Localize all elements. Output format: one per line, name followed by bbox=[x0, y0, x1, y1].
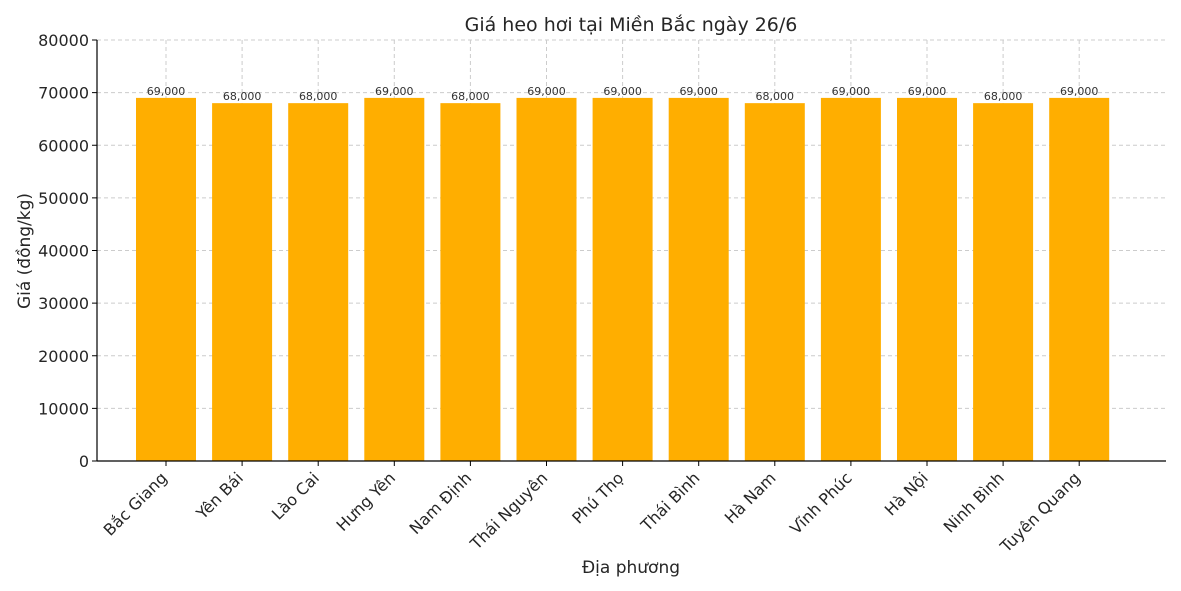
bar-value-label: 69,000 bbox=[147, 85, 186, 98]
bar-value-labels: 69,000 68,000 68,000 69,000 68,000 69,000 69,0… bbox=[147, 85, 1099, 103]
x-tick-label: Hà Nội bbox=[881, 468, 932, 519]
bar-value-label: 69,000 bbox=[603, 85, 642, 98]
x-tick-label: Bắc Giang bbox=[100, 468, 171, 539]
y-axis-title: Giá (đồng/kg) bbox=[14, 193, 35, 309]
x-tick-label: Vĩnh Phúc bbox=[786, 468, 856, 538]
x-tick-label: Tuyên Quang bbox=[996, 468, 1084, 556]
bar bbox=[897, 97, 957, 461]
bar bbox=[973, 103, 1034, 462]
bar bbox=[744, 103, 805, 462]
bar-value-label: 68,000 bbox=[299, 90, 338, 103]
bar bbox=[136, 97, 196, 461]
bar bbox=[592, 97, 653, 461]
x-tick-label: Lào Cai bbox=[268, 468, 323, 523]
x-axis-title: Địa phương bbox=[582, 558, 680, 578]
y-tick-label: 70000 bbox=[38, 84, 89, 103]
x-tick-label: Hà Nam bbox=[721, 468, 780, 527]
bar-value-label: 69,000 bbox=[375, 85, 414, 98]
bar bbox=[1049, 97, 1110, 461]
bar bbox=[668, 97, 729, 461]
bar-value-label: 68,000 bbox=[756, 90, 795, 103]
x-tick-label: Thái Bình bbox=[636, 468, 703, 535]
y-tick-label: 60000 bbox=[38, 136, 89, 155]
bar-value-label: 69,000 bbox=[679, 85, 718, 98]
bar-value-label: 69,000 bbox=[832, 85, 871, 98]
x-tick-label: Ninh Bình bbox=[940, 468, 1008, 536]
x-tick-label: Nam Định bbox=[406, 468, 476, 538]
x-tick-label: Yên Bái bbox=[192, 468, 247, 523]
bar bbox=[820, 97, 881, 461]
bar-value-label: 69,000 bbox=[527, 85, 566, 98]
y-tick-label: 50000 bbox=[38, 189, 89, 208]
y-axis-ticks: 0 10000 20000 30000 40000 50000 60000 70000 8000… bbox=[38, 31, 97, 471]
chart-title: Giá heo hơi tại Miền Bắc ngày 26/6 bbox=[465, 13, 798, 36]
y-tick-label: 0 bbox=[79, 452, 89, 471]
bar-value-label: 68,000 bbox=[451, 90, 490, 103]
y-tick-label: 20000 bbox=[38, 347, 89, 366]
bar bbox=[212, 103, 273, 462]
y-tick-label: 30000 bbox=[38, 294, 89, 313]
y-tick-label: 80000 bbox=[38, 31, 89, 50]
y-tick-label: 40000 bbox=[38, 242, 89, 261]
y-tick-label: 10000 bbox=[38, 399, 89, 418]
bar-value-label: 69,000 bbox=[908, 85, 947, 98]
x-tick-label: Hưng Yên bbox=[333, 468, 400, 535]
x-tick-label: Thái Nguyên bbox=[466, 468, 552, 554]
bar-value-label: 68,000 bbox=[984, 90, 1023, 103]
bar bbox=[516, 97, 577, 461]
bars bbox=[136, 97, 1110, 462]
bar bbox=[288, 103, 349, 462]
x-tick-label: Phú Thọ bbox=[568, 468, 627, 527]
bar-value-label: 68,000 bbox=[223, 90, 262, 103]
bar bbox=[440, 103, 501, 462]
bar bbox=[364, 97, 425, 461]
bar-value-label: 69,000 bbox=[1060, 85, 1099, 98]
x-axis-ticks: Bắc Giang Yên Bái Lào Cai Hưng Yên Nam ĐịnhT… bbox=[100, 461, 1084, 557]
